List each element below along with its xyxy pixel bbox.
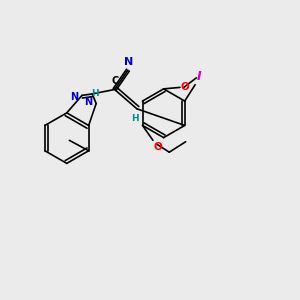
Text: H: H [132,114,139,123]
Text: N: N [70,92,78,102]
Text: O: O [181,82,190,92]
Text: C: C [112,76,119,86]
Text: O: O [154,142,163,152]
Text: N: N [124,57,134,67]
Text: N: N [85,97,93,107]
Text: I: I [196,70,201,83]
Text: H: H [91,89,98,98]
